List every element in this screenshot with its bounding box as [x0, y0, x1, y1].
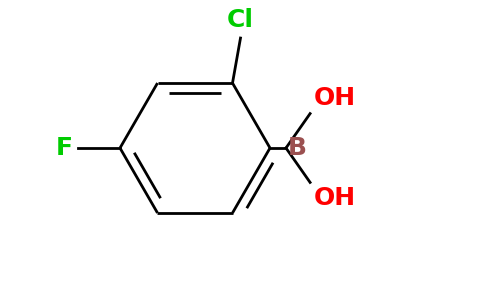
Text: OH: OH: [314, 186, 356, 210]
Text: OH: OH: [314, 85, 356, 109]
Text: F: F: [56, 136, 73, 160]
Text: B: B: [288, 136, 307, 160]
Text: Cl: Cl: [227, 8, 254, 32]
